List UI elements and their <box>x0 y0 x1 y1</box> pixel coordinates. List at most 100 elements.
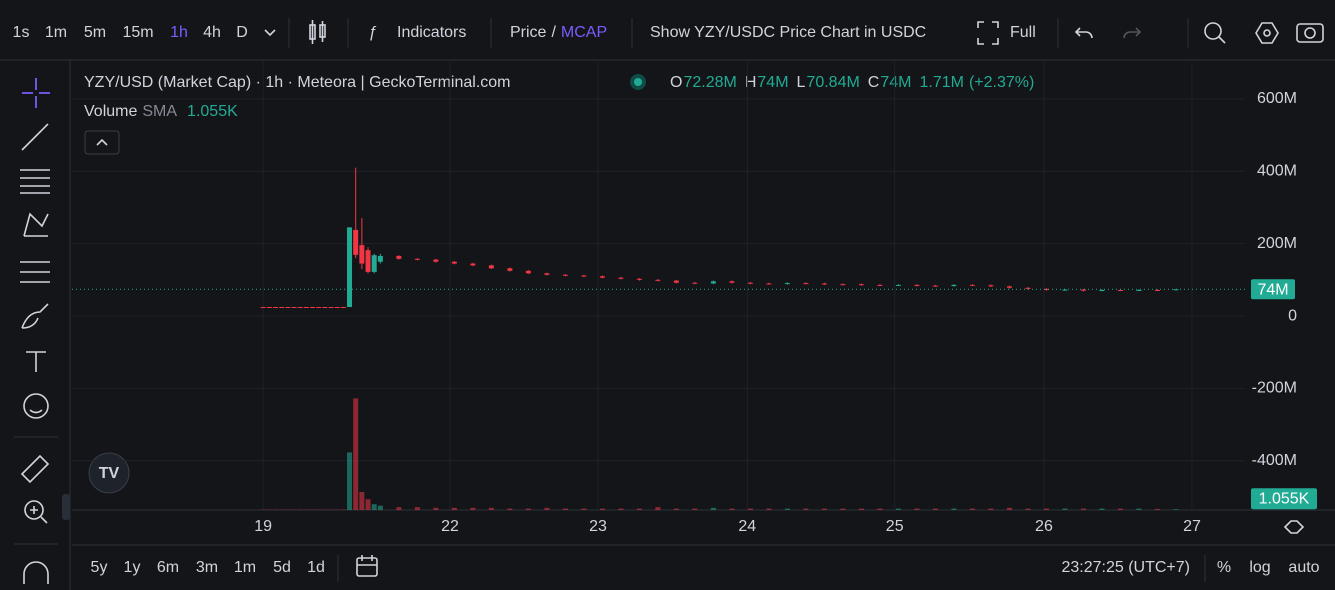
alert-button[interactable] <box>1204 22 1226 44</box>
volume-bar <box>969 508 975 510</box>
ohlc-value: 70.84M <box>806 74 859 91</box>
candle-body <box>507 268 513 271</box>
volume-bar <box>951 508 957 510</box>
candle-body <box>433 259 439 262</box>
interval-menu[interactable] <box>264 29 276 37</box>
pattern-tool[interactable] <box>23 212 49 237</box>
scale-option[interactable]: % <box>1217 559 1231 576</box>
candle-body <box>766 283 772 285</box>
tv-logo[interactable] <box>88 452 130 494</box>
y-tick-label: 600M <box>1257 90 1297 107</box>
candle-body <box>266 306 272 308</box>
screenshot-button[interactable] <box>1296 23 1324 43</box>
redo-button[interactable] <box>1123 27 1142 39</box>
volume-bar <box>858 508 864 510</box>
candle-body <box>673 280 679 283</box>
candle-body <box>414 258 420 260</box>
volume-bar <box>729 508 735 510</box>
y-tick-label: 200M <box>1257 235 1297 252</box>
range-button[interactable]: 6m <box>157 559 179 576</box>
volume-bar <box>371 504 377 510</box>
range-button[interactable]: 3m <box>196 559 218 576</box>
y-tick-label: -400M <box>1252 452 1297 469</box>
usdc-toggle[interactable]: Show YZY/USDC Price Chart in USDC <box>650 24 926 41</box>
clock[interactable]: 23:27:25 (UTC+7) <box>1061 559 1190 576</box>
interval-button[interactable]: 1m <box>45 24 67 41</box>
bottom-bar <box>337 555 1206 582</box>
interval-button[interactable]: 1h <box>170 24 188 41</box>
candle-body <box>710 281 716 284</box>
scale-option[interactable]: log <box>1249 559 1270 576</box>
indicators-button[interactable]: Indicators <box>397 24 466 41</box>
candle-body <box>279 306 285 308</box>
crosshair-tool[interactable] <box>22 78 50 108</box>
candle-body <box>1099 289 1105 291</box>
volume-bar <box>1043 508 1049 510</box>
range-button[interactable]: 5y <box>91 559 108 576</box>
candle-body <box>1043 288 1049 290</box>
price-mcap-toggle[interactable]: Price / MCAP <box>510 24 607 41</box>
x-tick-label: 25 <box>886 518 904 535</box>
range-button[interactable]: 1y <box>124 559 141 576</box>
volume-bar <box>1173 509 1179 510</box>
prediction-tool[interactable] <box>20 261 50 283</box>
volume-bar <box>821 508 827 510</box>
mcap-option[interactable]: MCAP <box>561 24 607 41</box>
fib-tool[interactable] <box>20 169 50 194</box>
interval-button[interactable]: 4h <box>203 24 221 41</box>
interval-button[interactable]: 5m <box>84 24 106 41</box>
text-tool[interactable] <box>26 351 46 372</box>
volume-bar <box>353 398 359 510</box>
candle-body <box>1136 289 1142 291</box>
full-button[interactable]: Full <box>1010 24 1036 41</box>
interval-button[interactable]: D <box>236 24 248 41</box>
collapse-legend-button[interactable] <box>84 130 120 155</box>
chart-type-button[interactable] <box>309 20 326 44</box>
candle-body <box>858 284 864 286</box>
volume-bar <box>1136 508 1142 510</box>
candle-body <box>544 273 550 275</box>
volume-bar <box>914 508 920 510</box>
ohlc-key: O <box>670 74 682 91</box>
sidebar-collapse[interactable] <box>62 494 70 520</box>
candle-body <box>969 284 975 286</box>
collapse-arrow <box>96 138 108 146</box>
zoom-tool[interactable] <box>24 500 48 524</box>
x-tick-label: 26 <box>1035 518 1053 535</box>
range-button[interactable]: 5d <box>273 559 291 576</box>
volume-bar <box>1117 508 1123 510</box>
change-percent: (+2.37%) <box>969 74 1034 91</box>
candle-body <box>451 261 457 264</box>
candle-body <box>840 284 846 286</box>
ruler-tool[interactable] <box>20 454 50 484</box>
undo-button[interactable] <box>1074 27 1093 39</box>
emoji-tool[interactable] <box>23 393 49 419</box>
price-option[interactable]: Price <box>510 24 547 41</box>
fullscreen-icon <box>977 21 999 45</box>
brush-tool[interactable] <box>21 303 49 329</box>
interval-button[interactable]: 1s <box>13 24 30 41</box>
ohlc-value: 74M <box>880 74 911 91</box>
candle-body <box>1006 286 1012 288</box>
y-tick-label: 400M <box>1257 163 1297 180</box>
range-button[interactable]: 1m <box>234 559 256 576</box>
volume-value: 1.055K <box>187 103 238 120</box>
candle-body <box>365 250 371 272</box>
candle-body <box>488 265 494 269</box>
scale-option[interactable]: auto <box>1288 559 1319 576</box>
range-button[interactable]: 1d <box>307 559 325 576</box>
change-value: 1.71M <box>919 74 963 91</box>
trend-line-tool[interactable] <box>21 123 49 151</box>
x-tick-label: 19 <box>254 518 272 535</box>
goto-date-button[interactable] <box>356 555 378 577</box>
candle-body <box>328 306 334 308</box>
magnet-tool[interactable] <box>23 561 49 584</box>
volume-bar <box>377 505 383 510</box>
candle-body <box>1154 289 1160 291</box>
candle-body <box>347 227 353 307</box>
candle-body <box>914 284 920 286</box>
settings-button[interactable] <box>1255 22 1279 44</box>
axis-settings[interactable] <box>1283 520 1305 534</box>
volume-bar <box>433 507 439 510</box>
interval-button[interactable]: 15m <box>122 24 153 41</box>
